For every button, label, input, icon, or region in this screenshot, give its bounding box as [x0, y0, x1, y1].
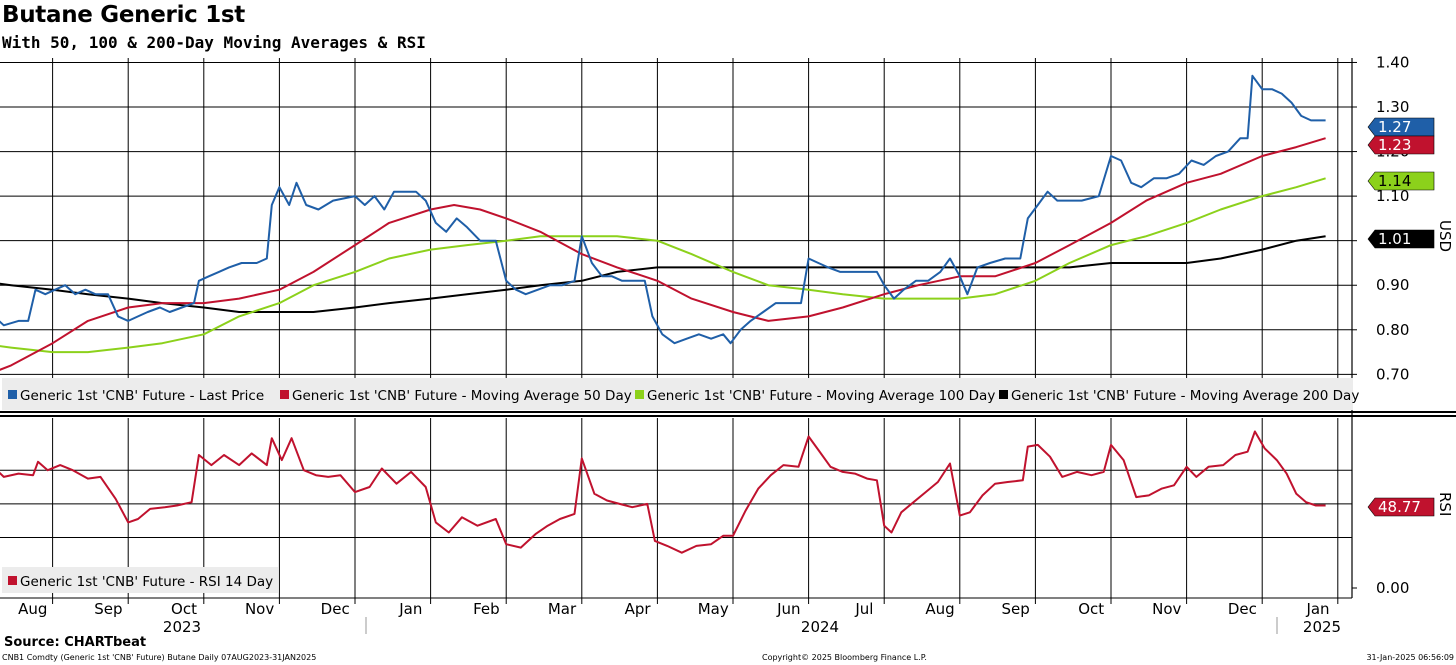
ma100-tag: [1367, 171, 1435, 191]
legend-swatch: [999, 390, 1008, 399]
last-price-tag: [1367, 117, 1435, 137]
timestamp: 31-Jan-2025 06:56:09: [1366, 653, 1454, 662]
ma50-line: [0, 137, 1326, 371]
ma200-tag-label: 1.01: [1378, 230, 1411, 248]
rsi-axis-label: RSI: [1436, 492, 1454, 516]
x-tick-label: Jul: [854, 600, 873, 618]
rsi-tag-label: 48.77: [1378, 498, 1421, 516]
price-legend-bg: [2, 378, 1353, 410]
x-tick-label: Oct: [1078, 600, 1104, 618]
legend-swatch: [635, 390, 644, 399]
ma50-tag: [1367, 135, 1435, 155]
rsi-legend-bg: [2, 567, 278, 593]
rsi-line: [0, 430, 1326, 554]
legend-swatch: [280, 390, 289, 399]
x-year-label: 2025: [1303, 618, 1341, 636]
price-tick-label: 1.40: [1376, 53, 1409, 71]
chart-title: Butane Generic 1st: [2, 2, 246, 28]
price-tick-label: 0.80: [1376, 321, 1409, 339]
x-tick-label: Oct: [171, 600, 197, 618]
price-tick-label: 1.30: [1376, 98, 1409, 116]
rsi-tag: [1367, 497, 1435, 517]
price-tick-label: 0.90: [1376, 276, 1409, 294]
x-tick-label: May: [698, 600, 729, 618]
last-price-line: [0, 74, 1326, 345]
x-tick-label: Nov: [245, 600, 274, 618]
x-tick-label: Jun: [776, 600, 800, 618]
x-year-label: 2023: [163, 618, 201, 636]
legend-label: Generic 1st 'CNB' Future - Last Price: [20, 388, 264, 404]
legend-label: Generic 1st 'CNB' Future - Moving Averag…: [647, 388, 995, 404]
x-tick-label: Feb: [473, 600, 500, 618]
ma50-tag-label: 1.23: [1378, 136, 1411, 154]
price-axis-label: USD: [1436, 220, 1454, 252]
rsi-tick-label: 0.00: [1376, 579, 1409, 597]
x-tick-label: Jan: [398, 600, 422, 618]
price-panel-bg: [0, 58, 1352, 410]
source-note: Source: CHARTbeat: [4, 635, 147, 650]
x-tick-label: Nov: [1152, 600, 1181, 618]
x-tick-label: Aug: [18, 600, 47, 618]
legend-swatch: [8, 576, 17, 585]
price-tick-label: 0.70: [1376, 365, 1409, 383]
legend-label: Generic 1st 'CNB' Future - RSI 14 Day: [20, 574, 273, 590]
last-price-tag-label: 1.27: [1378, 118, 1411, 136]
security-description: CNB1 Comdty (Generic 1st 'CNB' Future) B…: [2, 653, 317, 662]
ma200-tag: [1367, 229, 1435, 249]
legend-swatch: [8, 390, 17, 399]
legend-label: Generic 1st 'CNB' Future - Moving Averag…: [292, 388, 632, 404]
x-tick-label: Sep: [94, 600, 122, 618]
ma100-tag-label: 1.14: [1378, 172, 1411, 190]
copyright-note: Copyright© 2025 Bloomberg Finance L.P.: [762, 653, 927, 662]
x-tick-label: Dec: [321, 600, 350, 618]
ma200-line: [0, 235, 1326, 313]
x-tick-label: Mar: [548, 600, 577, 618]
price-tick-label: 1.10: [1376, 187, 1409, 205]
x-tick-label: Sep: [1001, 600, 1029, 618]
ma100-line: [0, 177, 1326, 354]
x-tick-label: Jan: [1305, 600, 1329, 618]
x-tick-label: Dec: [1228, 600, 1257, 618]
x-tick-label: Aug: [925, 600, 954, 618]
legend-label: Generic 1st 'CNB' Future - Moving Averag…: [1011, 388, 1359, 404]
x-tick-label: Apr: [625, 600, 652, 618]
x-year-label: 2024: [801, 618, 839, 636]
chart-subtitle: With 50, 100 & 200-Day Moving Averages &…: [2, 33, 426, 52]
